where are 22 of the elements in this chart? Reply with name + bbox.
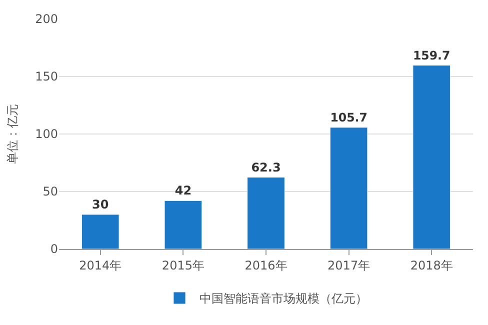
x-tick-label: 2017年 <box>328 258 370 272</box>
y-tick-label: 100 <box>35 127 58 142</box>
bar <box>164 200 202 249</box>
bar <box>330 127 368 249</box>
x-tick-label: 2015年 <box>162 258 204 272</box>
bar <box>412 65 450 249</box>
data-label: 105.7 <box>330 110 368 124</box>
y-tick-label: 0 <box>50 242 58 256</box>
data-label: 42 <box>174 184 192 198</box>
legend-label: 中国智能语音市场规模（亿元） <box>200 292 368 306</box>
y-tick-label: 50 <box>42 184 58 199</box>
bar <box>82 214 120 249</box>
y-axis-title: 单位：亿元 <box>5 104 20 164</box>
y-tick-label: 200 <box>35 12 58 26</box>
x-tick-label: 2014年 <box>79 258 122 272</box>
data-label: 159.7 <box>412 48 450 62</box>
bar <box>247 177 285 249</box>
x-tick-label: 2018年 <box>410 258 453 272</box>
y-tick-label: 150 <box>35 70 58 84</box>
data-label: 30 <box>92 198 109 212</box>
x-tick-label: 2016年 <box>244 258 288 272</box>
data-label: 62.3 <box>251 160 281 174</box>
